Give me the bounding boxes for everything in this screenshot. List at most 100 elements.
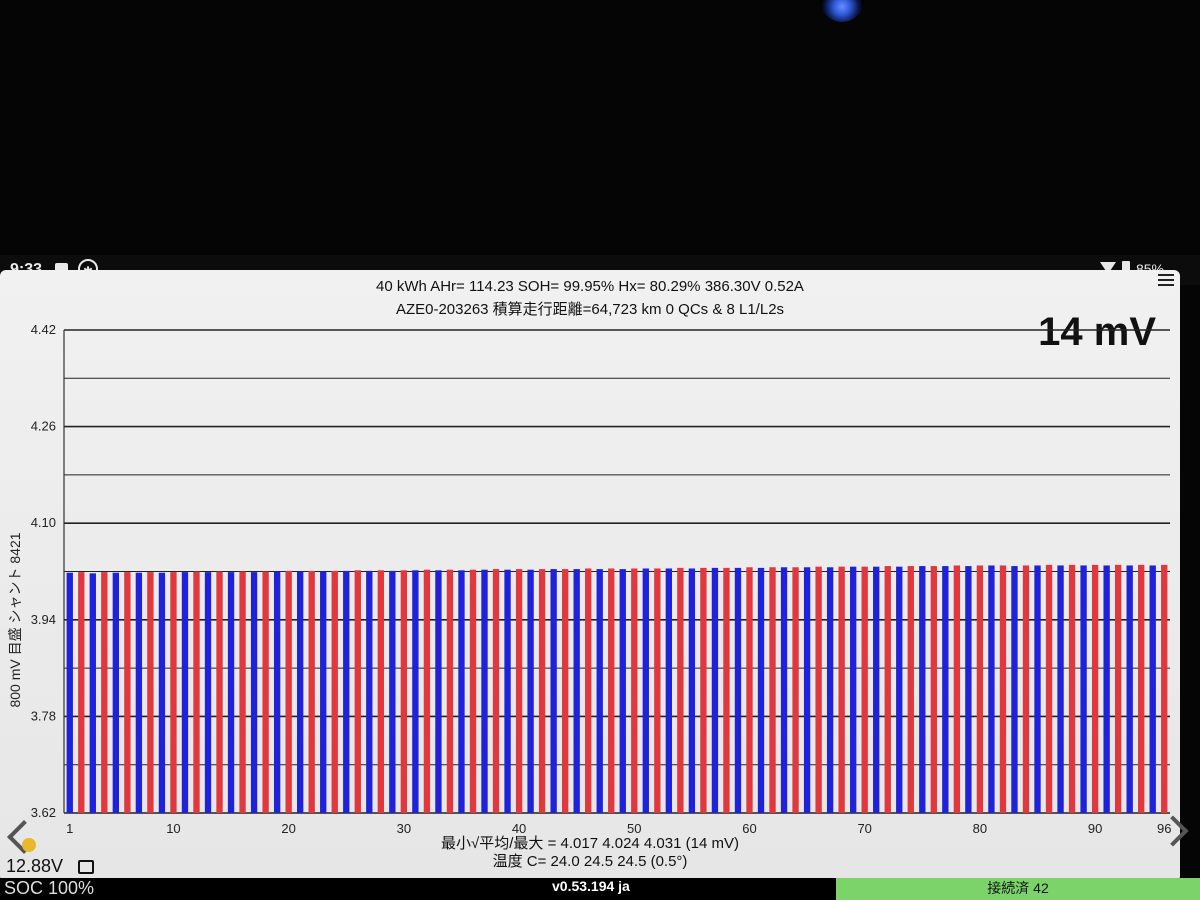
cell-voltage-bar [1091,564,1099,813]
cell-voltage-bar [942,566,949,813]
cell-voltage-bar [308,570,315,813]
cell-voltage-bar [227,572,235,813]
cell-voltage-bar [596,569,603,813]
leafspy-panel: 40 kWh AHr= 114.23 SOH= 99.95% Hx= 80.29… [0,270,1189,882]
cell-voltage-bar [919,566,926,813]
cell-voltage-bar [412,570,419,813]
cell-voltage-bar [631,568,638,813]
x-tick-label: 96 [1157,821,1171,836]
x-tick-label: 90 [1088,821,1102,836]
aux-battery-icon [78,860,94,874]
cell-voltage-bar [1103,565,1110,813]
cell-voltage-bar [458,570,465,813]
cell-voltage-bar [78,572,85,813]
cell-voltage-bar [527,569,534,813]
cell-voltage-bar [515,569,523,813]
cell-voltage-bar [297,571,304,813]
cell-voltage-bar [792,567,799,813]
vehicle-summary: AZE0-203263 積算走行距離=64,723 km 0 QCs & 8 L… [395,301,785,318]
cell-voltage-bar [700,567,707,813]
cell-voltage-bar [170,572,177,813]
cell-voltage-bar [769,567,776,813]
cell-voltage-bar [400,570,408,813]
cell-voltage-bar [1138,564,1145,813]
cell-voltage-bar [504,569,511,813]
cell-voltage-bar [757,567,765,813]
cell-voltage-bar [619,569,626,813]
cell-voltage-bar [585,568,592,813]
cell-voltage-bar [469,569,477,813]
cell-voltage-bar [654,568,661,813]
y-tick-label: 3.94 [31,612,56,627]
x-tick-label: 50 [627,821,641,836]
cell-voltage-bar [815,566,822,813]
x-tick-label: 1 [66,821,73,836]
bottom-bar: SOC 100% v0.53.194 ja 接続済 42 [0,878,1200,900]
cell-voltage-bar [320,571,327,813]
cell-voltage-bar [89,573,96,813]
cell-voltage-bar [930,566,937,813]
cell-voltage-bar [481,569,488,813]
y-tick-label: 3.62 [31,805,56,820]
cell-voltage-bar [965,566,972,813]
cell-voltage-bar [1126,565,1133,813]
y-tick-label: 3.78 [31,708,56,723]
cell-voltage-bar [573,569,580,813]
cell-voltage-bar [723,567,730,813]
cell-voltage-bar [204,572,212,813]
cell-voltage-bar [884,566,891,813]
cell-voltage-bar [423,569,431,813]
cell-voltage-bar [1149,565,1156,813]
cell-voltage-bar [181,572,189,813]
cell-voltage-bar [988,565,995,813]
cell-voltage-bar [688,568,696,813]
y-tick-label: 4.26 [31,419,56,434]
cell-voltage-bar [377,570,384,813]
cell-voltage-bar [366,570,373,813]
cell-voltage-bar [642,568,649,813]
cell-voltage-bar [746,567,753,813]
x-tick-label: 60 [742,821,756,836]
cell-voltage-bar [262,571,269,813]
cell-voltage-bar [250,572,258,813]
y-tick-label: 4.10 [31,515,56,530]
x-tick-label: 20 [281,821,295,836]
cell-voltage-bar [112,572,120,813]
cell-voltage-bar [331,570,338,813]
cell-voltage-bar [435,570,442,813]
cell-voltage-bar [158,572,166,813]
cell-voltage-bar [1045,564,1053,813]
cell-voltage-bar [850,566,857,813]
x-tick-label: 70 [857,821,871,836]
menu-icon[interactable] [1158,274,1174,288]
cell-voltage-bar [239,571,246,813]
cell-voltage-bar [550,569,557,813]
x-tick-label: 10 [166,821,180,836]
cell-voltage-bar [124,572,131,813]
cell-voltage-bar [446,569,454,813]
cell-voltage-bar [354,570,361,813]
cell-voltage-bar [803,567,811,813]
cell-voltage-bar [135,572,143,813]
battery-icon [1122,261,1130,275]
cell-voltage-chart[interactable]: 4.42 4.26 4.10 3.94 3.78 3.62 1 10 20 30 40 50 60 70 8… [0,270,1180,870]
battery-summary: 40 kWh AHr= 114.23 SOH= 99.95% Hx= 80.29… [376,278,804,295]
cell-voltage-bar [101,572,108,813]
cell-voltage-bar [826,567,834,813]
cell-voltage-bar [665,568,673,813]
cell-voltage-bar [734,567,742,813]
temperature-stats: 温度 C= 24.0 24.5 24.5 (0.5°) [492,853,688,870]
y-tick-label: 4.42 [31,322,56,337]
cell-voltage-bar [677,567,684,813]
x-tick-label: 80 [973,821,987,836]
cell-delta-readout: 14 mV [1038,310,1156,354]
connection-status[interactable]: 接続済 42 [836,878,1200,900]
soc-readout: SOC 100% [4,878,95,898]
voltage-stats: 最小√平均/最大 = 4.017 4.024 4.031 (14 mV) [441,835,739,852]
camera-lens [820,0,864,22]
cell-voltage-bar [838,566,845,813]
cell-voltage-bar [389,570,396,813]
cell-voltage-bar [1022,565,1030,813]
cell-voltage-bar [285,570,292,813]
cell-voltage-bar [953,565,961,813]
